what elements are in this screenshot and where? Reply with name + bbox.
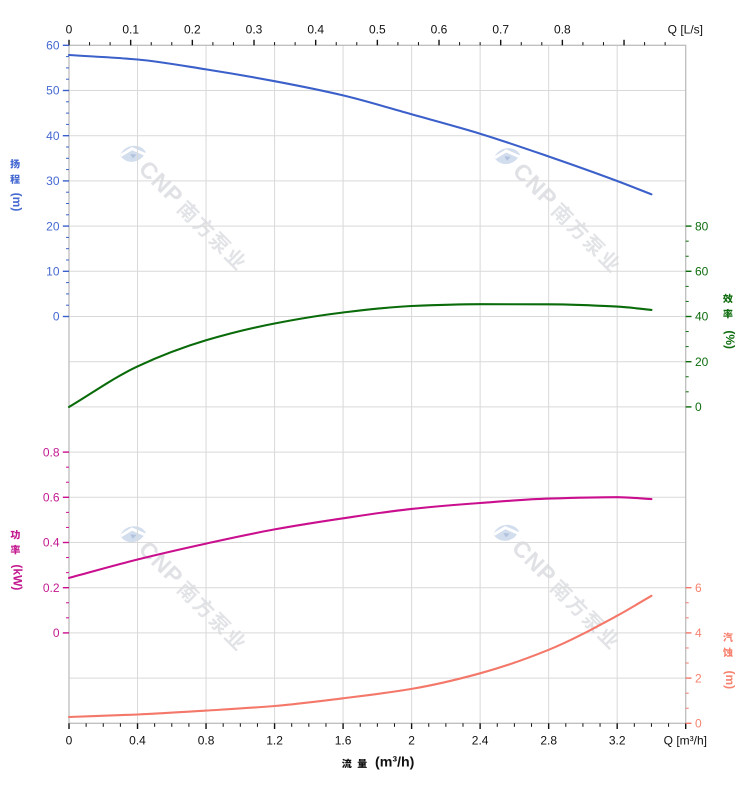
svg-text:0.1: 0.1 [122, 22, 139, 36]
svg-text:(m): (m) [10, 193, 24, 212]
svg-text:10: 10 [46, 265, 60, 279]
svg-text:0.8: 0.8 [43, 445, 60, 459]
svg-text:1.2: 1.2 [266, 734, 283, 748]
svg-text:0.3: 0.3 [246, 22, 263, 36]
svg-text:4: 4 [695, 626, 702, 640]
svg-text:0.6: 0.6 [43, 491, 60, 505]
svg-text:0.2: 0.2 [43, 581, 60, 595]
svg-text:0.7: 0.7 [492, 22, 509, 36]
svg-text:0: 0 [695, 717, 702, 731]
svg-text:Q [m³/h]: Q [m³/h] [664, 734, 707, 748]
svg-text:0.8: 0.8 [198, 734, 215, 748]
svg-text:80: 80 [695, 219, 709, 233]
svg-text:0.4: 0.4 [43, 536, 60, 550]
svg-text:20: 20 [695, 355, 709, 369]
svg-text:0: 0 [66, 734, 73, 748]
svg-text:60: 60 [46, 39, 60, 53]
svg-text:0.5: 0.5 [369, 22, 386, 36]
svg-text:60: 60 [695, 265, 709, 279]
svg-text:40: 40 [46, 129, 60, 143]
svg-text:40: 40 [695, 310, 709, 324]
svg-text:0.4: 0.4 [129, 734, 146, 748]
svg-text:20: 20 [46, 219, 60, 233]
svg-text:50: 50 [46, 84, 60, 98]
svg-text:30: 30 [46, 174, 60, 188]
svg-text:(%): (%) [723, 330, 737, 349]
svg-text:0.2: 0.2 [184, 22, 201, 36]
svg-text:0: 0 [53, 310, 60, 324]
svg-text:0: 0 [66, 22, 73, 36]
svg-text:6: 6 [695, 581, 702, 595]
svg-text:1.6: 1.6 [335, 734, 352, 748]
svg-text:2: 2 [695, 671, 702, 685]
svg-text:2: 2 [408, 734, 415, 748]
svg-text:(m³/h): (m³/h) [375, 755, 415, 771]
svg-text:(kW): (kW) [11, 564, 25, 590]
svg-text:(m): (m) [723, 670, 737, 689]
svg-text:0: 0 [53, 626, 60, 640]
svg-text:2.4: 2.4 [472, 734, 489, 748]
svg-text:0.8: 0.8 [554, 22, 571, 36]
svg-text:0.6: 0.6 [431, 22, 448, 36]
svg-text:2.8: 2.8 [540, 734, 557, 748]
svg-text:3.2: 3.2 [609, 734, 626, 748]
svg-text:0.4: 0.4 [307, 22, 324, 36]
svg-text:Q [L/s]: Q [L/s] [668, 22, 703, 36]
svg-text:0: 0 [695, 400, 702, 414]
